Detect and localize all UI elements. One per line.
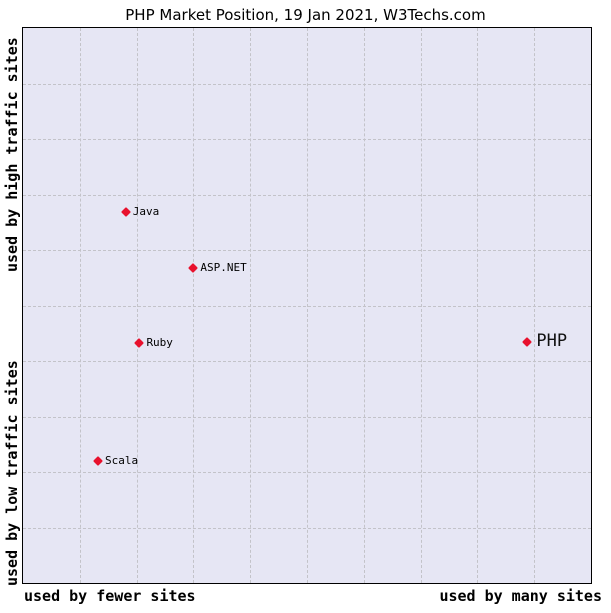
diamond-marker-icon: [522, 337, 533, 348]
diamond-marker-icon: [120, 207, 131, 218]
point-label-asp-net: ASP.NET: [200, 261, 247, 275]
y-axis-label-high-traffic: used by high traffic sites: [3, 37, 21, 272]
chart-title: PHP Market Position, 19 Jan 2021, W3Tech…: [125, 6, 486, 24]
plot-area: Java ASP.NET Ruby PHP Scala: [22, 27, 592, 584]
horizontal-gridline: [23, 416, 591, 418]
point-label-ruby: Ruby: [146, 335, 173, 349]
horizontal-gridline: [23, 139, 591, 140]
horizontal-gridline: [23, 527, 591, 529]
horizontal-gridline: [23, 361, 591, 362]
diamond-marker-icon: [188, 263, 199, 274]
horizontal-gridline: [23, 250, 591, 251]
y-axis-label-low-traffic: used by low traffic sites: [3, 360, 21, 586]
point-label-php: PHP: [536, 331, 568, 352]
point-label-scala: Scala: [104, 454, 139, 468]
x-axis-label-many-sites: used by many sites: [439, 587, 602, 605]
horizontal-gridline: [23, 194, 591, 196]
horizontal-gridline: [23, 83, 591, 85]
horizontal-gridline: [23, 472, 591, 473]
horizontal-gridline: [23, 305, 591, 307]
diamond-marker-icon: [93, 456, 103, 467]
point-label-java: Java: [132, 205, 160, 219]
x-axis-label-fewer-sites: used by fewer sites: [24, 587, 196, 605]
